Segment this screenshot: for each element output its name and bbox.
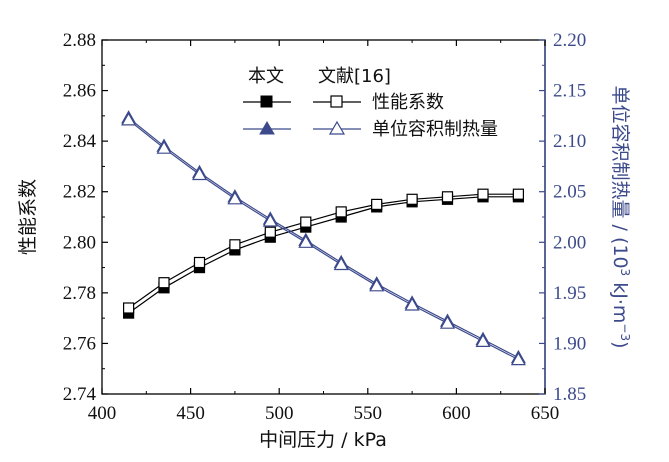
- data-point-open-square: [300, 216, 312, 228]
- data-point-open-square: [512, 188, 525, 200]
- ticks-layer: 400 450 500 550 600 650 2.74 2.76 2.78 2.80 2.82 2.…: [63, 30, 587, 424]
- data-point-open-triangle: [156, 140, 172, 154]
- data-point-open-triangle: [262, 213, 278, 227]
- data-point-open-square: [477, 188, 489, 200]
- x-tick-label: 500: [265, 403, 294, 424]
- legend-row2-label: 单位容积制热量: [372, 119, 498, 140]
- data-point-open-square: [335, 206, 347, 218]
- y-right-tick-label: 2.10: [553, 131, 586, 152]
- right-axis-label-end: ): [609, 341, 631, 348]
- right-axis-label-tail: kJ·m: [609, 276, 631, 323]
- y-left-tick-label: 2.84: [63, 131, 97, 152]
- legend-header-right: 文献[16]: [318, 66, 391, 87]
- series-layer: [121, 110, 526, 366]
- x-tick-label: 600: [442, 403, 471, 424]
- x-tick-label: 450: [176, 403, 205, 424]
- y-right-tick-label: 1.90: [553, 333, 586, 354]
- data-point-open-triangle: [475, 333, 491, 347]
- x-tick-label: 650: [531, 403, 560, 424]
- data-point-open-square: [122, 302, 135, 314]
- legend-row1-label: 性能系数: [372, 92, 444, 113]
- series-line-filled-square: [128, 196, 519, 314]
- y-right-tick-label: 2.05: [553, 182, 586, 203]
- x-tick-label: 550: [354, 403, 383, 424]
- data-point-open-triangle: [333, 256, 349, 271]
- data-point-open-square: [193, 256, 206, 269]
- right-axis-label: 单位容积制热量 / (103 kJ·m−3): [609, 85, 632, 348]
- data-point-open-triangle: [191, 166, 208, 181]
- y-left-tick-label: 2.76: [63, 333, 96, 354]
- data-point-open-triangle: [510, 351, 526, 366]
- legend-swatch-marker-filled-square: [260, 95, 273, 108]
- y-right-tick-label: 1.95: [553, 283, 586, 304]
- data-point-open-triangle: [298, 234, 314, 248]
- legend-swatch-marker-filled-triangle: [259, 121, 275, 135]
- left-axis-label: 性能系数: [17, 179, 39, 255]
- data-point-open-triangle: [439, 315, 456, 329]
- data-point-open-triangle: [369, 278, 385, 292]
- y-left-tick-label: 2.86: [63, 81, 96, 102]
- y-right-tick-label: 2.20: [553, 30, 586, 51]
- y-right-tick-label: 2.15: [553, 81, 586, 102]
- right-axis-label-sup: 3: [618, 269, 632, 277]
- series-line-open-triangle: [128, 119, 519, 361]
- right-axis-label-main: 单位容积制热量 / (10: [609, 85, 631, 268]
- data-point-open-square: [229, 239, 241, 251]
- x-tick-label: 400: [88, 403, 117, 424]
- data-point-open-square: [441, 191, 454, 203]
- data-point-open-square: [264, 226, 276, 238]
- data-point-open-triangle: [404, 297, 420, 311]
- y-left-tick-label: 2.82: [63, 182, 96, 203]
- data-point-open-triangle: [227, 191, 243, 205]
- data-point-open-triangle: [121, 112, 137, 126]
- legend-swatch-marker-open-square: [330, 95, 343, 108]
- series-line-open-square: [128, 193, 519, 309]
- legend-swatch-marker-open-triangle: [328, 120, 346, 135]
- y-left-tick-label: 2.74: [63, 384, 97, 405]
- y-right-tick-label: 2.00: [553, 232, 586, 253]
- right-axis-label-sup2: −3: [618, 323, 632, 341]
- data-point-open-square: [158, 277, 170, 289]
- legend: 本文 文献[16] 性能系数 单位容积制热量: [243, 66, 498, 140]
- y-left-tick-label: 2.80: [63, 232, 96, 253]
- y-left-tick-label: 2.78: [63, 283, 96, 304]
- y-left-tick-label: 2.88: [63, 30, 96, 51]
- x-axis-label: 中间压力 / kPa: [259, 429, 387, 451]
- data-point-open-square: [371, 198, 383, 210]
- data-point-open-square: [406, 193, 418, 205]
- y-right-tick-label: 1.85: [553, 384, 586, 405]
- legend-header-left: 本文: [248, 66, 284, 87]
- series-line-filled-triangle: [128, 117, 519, 359]
